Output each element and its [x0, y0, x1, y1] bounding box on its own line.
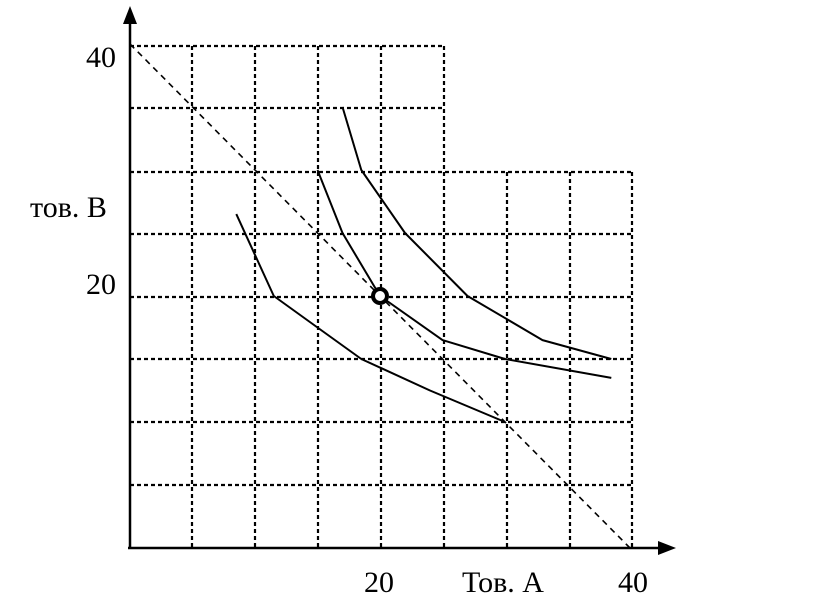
x-tick-20: 20: [364, 566, 394, 599]
y-tick-40: 40: [86, 41, 116, 74]
indifference-curve-2: [316, 169, 612, 379]
x-axis-arrow: [658, 541, 676, 555]
x-axis-label: Тов. А: [462, 566, 544, 599]
y-axis-arrow: [123, 6, 137, 24]
indifference-curves: [235, 106, 612, 423]
indifference-curve-1: [235, 213, 506, 423]
equilibrium-point-marker: [371, 287, 389, 305]
indifference-curve-3: [341, 106, 612, 360]
grid: [130, 44, 634, 548]
y-axis-label: тов. В: [30, 191, 107, 224]
x-tick-40: 40: [618, 566, 648, 599]
y-tick-20: 20: [86, 268, 116, 301]
